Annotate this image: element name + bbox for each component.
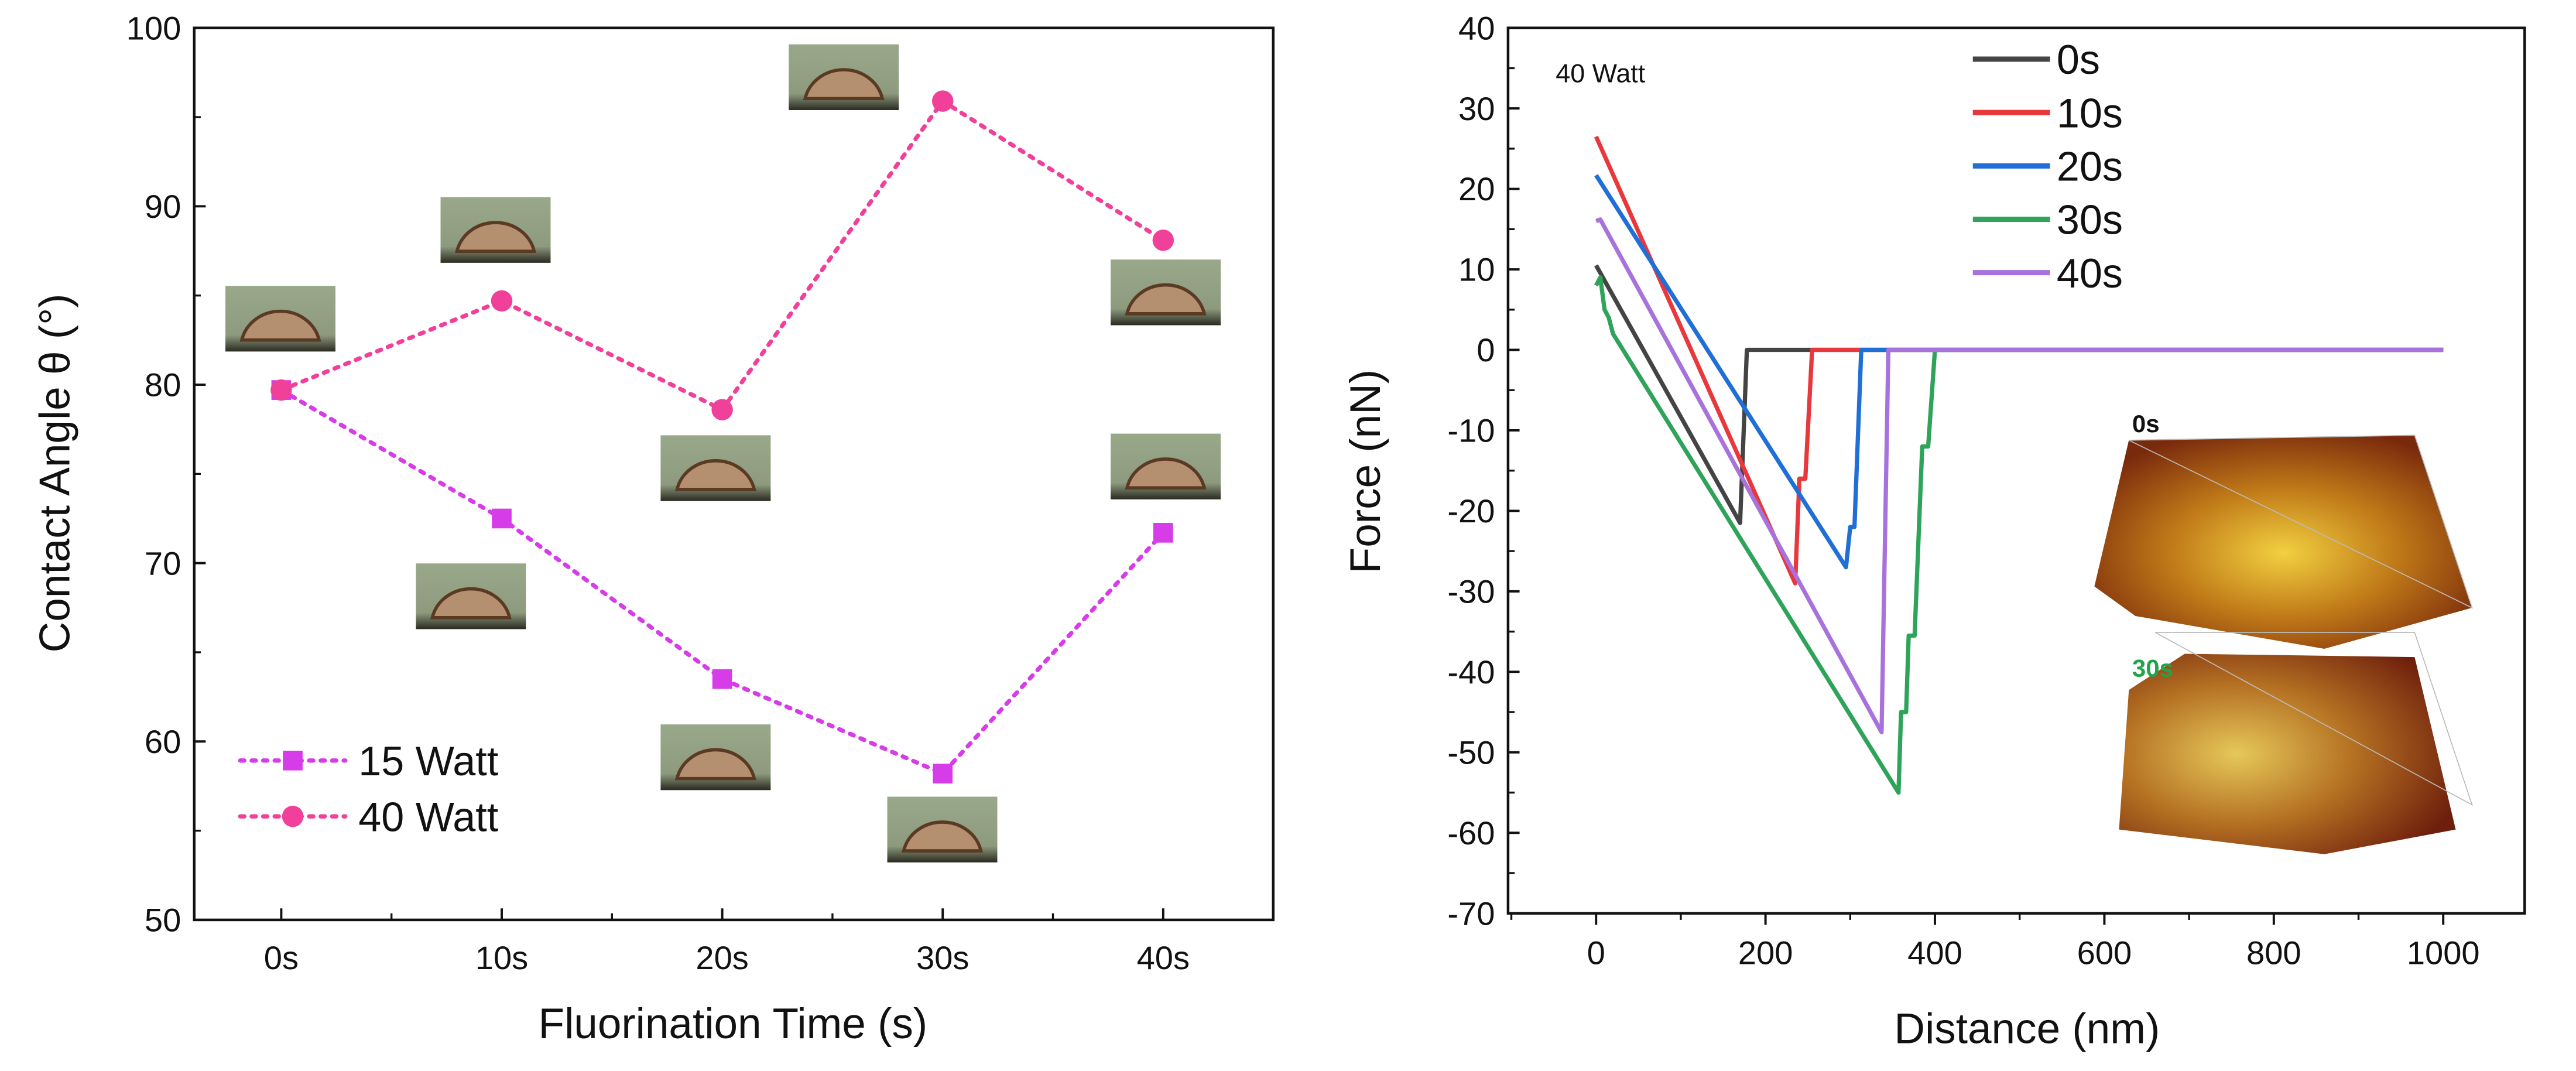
data-point: [711, 399, 733, 420]
x-tick-label: 800: [2246, 935, 2301, 971]
y-tick-label: -10: [1447, 412, 1495, 449]
legend-marker: [282, 805, 304, 827]
y-tick-label: -20: [1447, 492, 1495, 529]
y-tick-label: 80: [145, 367, 181, 403]
droplet-photo: [789, 44, 899, 110]
series-layer: [1594, 135, 2444, 795]
y-tick-label: -40: [1447, 653, 1495, 690]
x-tick-label: 0: [1587, 935, 1605, 971]
y-axis-label: Contact Angle θ (°): [32, 293, 79, 652]
legend-label: 40 Watt: [358, 794, 498, 840]
droplet-photos: [225, 44, 1221, 863]
x-tick-label: 400: [1907, 935, 1962, 971]
droplet-shape: [674, 748, 756, 781]
legend: 0s 10s 20s 30s 40s: [1972, 37, 2123, 296]
data-point: [491, 290, 513, 312]
x-tick-label: 20s: [696, 939, 748, 976]
axis-ticks: 50 60 70 80 90 100 0s 10s 20s 30s 40s: [126, 9, 1190, 976]
x-tick-label: 200: [1738, 935, 1793, 971]
y-tick-label: -60: [1447, 815, 1495, 851]
droplet-shape: [430, 587, 512, 620]
y-tick-label: 10: [1458, 251, 1495, 288]
afm-surface: [2119, 653, 2456, 854]
series-layer: [270, 90, 1174, 783]
legend-label: 10s: [2057, 90, 2123, 136]
data-point: [1152, 229, 1174, 251]
droplet-photo: [416, 563, 526, 629]
plot-frame: [1506, 26, 2526, 915]
droplet-photo: [440, 197, 551, 263]
series-line-40s: [1595, 217, 2444, 735]
force-distance-chart: 40 30 20 10 0 -10 -20 -30 -40 -50 -60 -70 0 200 400 600…: [1342, 9, 2526, 1052]
legend-label: 40s: [2057, 251, 2123, 296]
afm-inset-30s: 30s: [2119, 632, 2474, 854]
droplet-shape: [455, 221, 536, 254]
y-tick-label: -50: [1447, 734, 1495, 771]
legend-label: 30s: [2057, 197, 2123, 243]
x-axis-label: Fluorination Time (s): [539, 1000, 928, 1048]
x-tick-label: 30s: [916, 939, 969, 976]
afm-label: 30s: [2132, 655, 2173, 682]
y-tick-label: 30: [1458, 90, 1495, 127]
series-line-40-watt: [279, 98, 1166, 413]
y-tick-label: 100: [126, 9, 181, 46]
y-tick-label: 0: [1477, 331, 1495, 368]
y-axis-label: Force (nN): [1342, 369, 1389, 573]
data-point: [270, 379, 292, 401]
droplet-photo: [660, 435, 771, 501]
y-tick-label: -30: [1447, 573, 1495, 610]
contact-angle-chart: 50 60 70 80 90 100 0s 10s 20s 30s 40s Fluorination…: [32, 9, 1275, 1048]
y-tick-label: 60: [145, 723, 181, 760]
y-tick-label: 20: [1458, 170, 1495, 207]
data-point: [492, 508, 512, 529]
droplet-photo: [225, 286, 335, 352]
droplet-photo: [660, 724, 771, 791]
x-tick-label: 40s: [1137, 939, 1190, 976]
droplet-photo: [887, 796, 998, 863]
data-point: [1153, 523, 1173, 543]
droplet-shape: [674, 459, 756, 491]
droplet-shape: [239, 309, 321, 342]
x-axis-label: Distance (nm): [1894, 1005, 2160, 1052]
y-tick-label: -70: [1447, 895, 1495, 932]
x-tick-label: 10s: [475, 939, 528, 976]
series-line-30s: [1594, 275, 2444, 795]
droplet-photo: [1111, 259, 1221, 326]
afm-box: [2154, 632, 2474, 806]
droplet-photo: [1111, 433, 1221, 499]
data-point: [933, 764, 953, 783]
droplet-shape: [1125, 283, 1207, 316]
x-tick-label: 600: [2077, 935, 2132, 971]
x-tick-label: 0s: [264, 939, 299, 976]
y-tick-label: 90: [145, 188, 181, 225]
legend: 15 Watt 40 Watt: [238, 738, 498, 840]
x-tick-label: 1000: [2407, 935, 2480, 971]
legend-label: 0s: [2057, 37, 2100, 83]
annotation-40-watt: 40 Watt: [1556, 58, 1645, 88]
legend-label: 20s: [2057, 144, 2123, 190]
afm-label: 0s: [2132, 410, 2160, 437]
axis-ticks: 40 30 20 10 0 -10 -20 -30 -40 -50 -60 -70 0 200 400 600…: [1447, 9, 2479, 971]
legend-marker: [283, 750, 303, 771]
droplet-shape: [1125, 457, 1207, 490]
droplet-shape: [803, 68, 885, 101]
afm-inset-0s: 0s: [2094, 410, 2473, 649]
y-tick-label: 50: [145, 902, 181, 939]
y-tick-label: 40: [1458, 9, 1495, 46]
data-point: [712, 669, 732, 689]
afm-box: [2128, 434, 2473, 609]
y-tick-label: 70: [145, 545, 181, 581]
droplet-shape: [902, 820, 983, 853]
afm-surface: [2094, 435, 2472, 649]
legend-label: 15 Watt: [358, 738, 498, 784]
data-point: [931, 90, 954, 112]
